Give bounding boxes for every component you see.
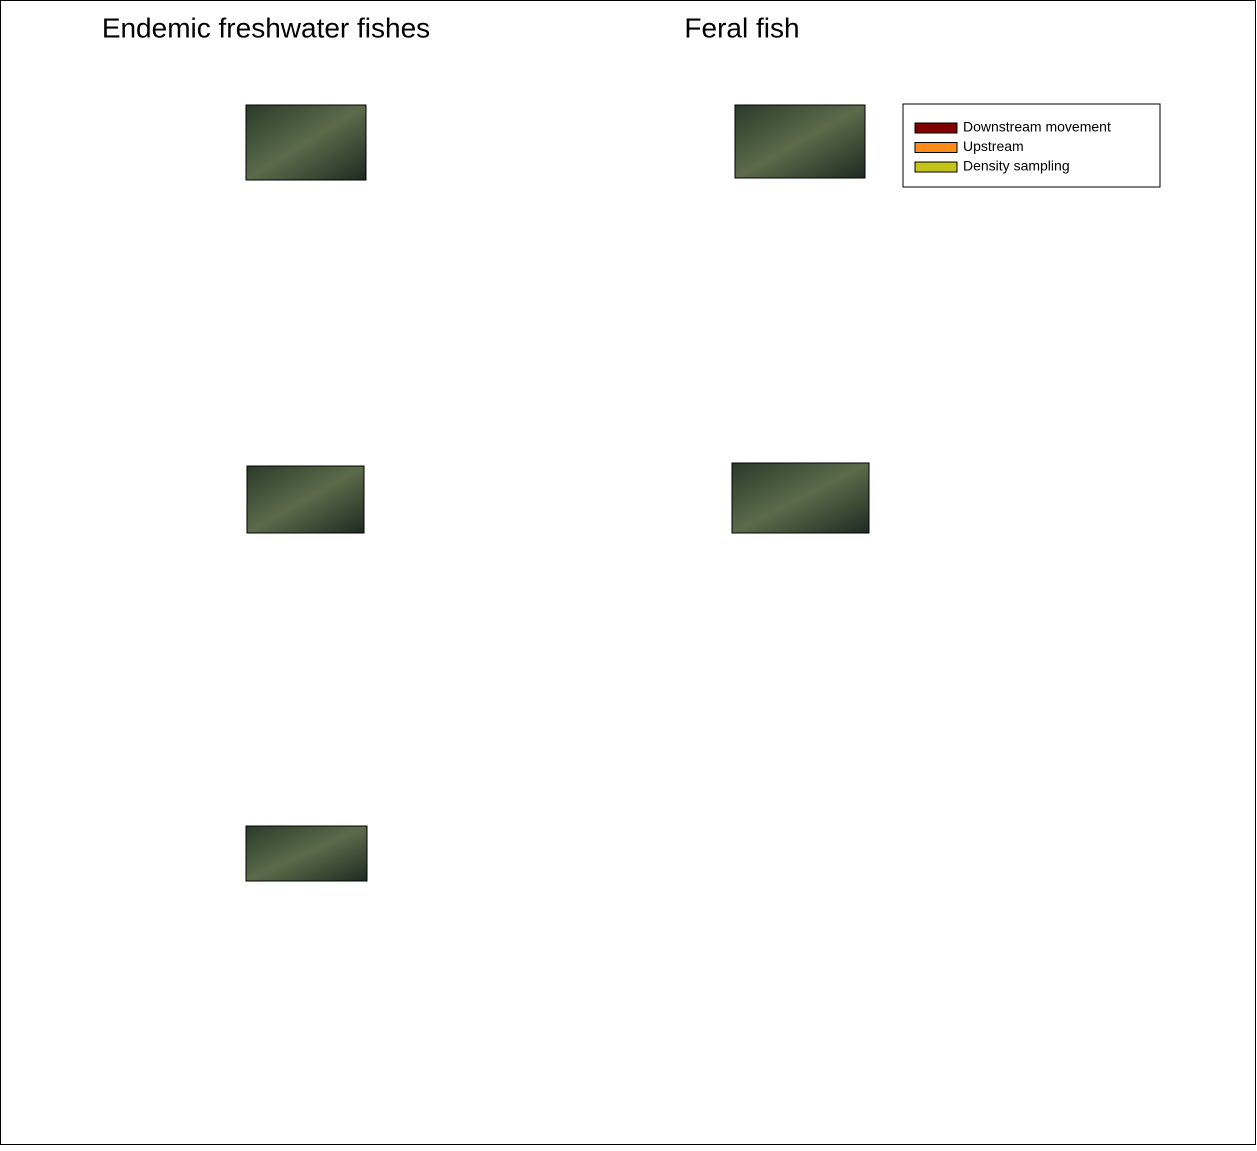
- legend-swatch: [915, 162, 957, 172]
- legend-swatch: [915, 143, 957, 153]
- legend-label: Upstream: [963, 138, 1024, 154]
- legend-label: Density sampling: [963, 158, 1070, 174]
- column-title: Endemic freshwater fishes: [102, 12, 430, 43]
- figure: Endemic freshwater fishes Feral fish Dow…: [0, 0, 1257, 1146]
- fish-photo: [246, 826, 367, 881]
- column-title: Feral fish: [684, 12, 799, 43]
- fish-photo: [247, 466, 364, 533]
- fish-photo: [732, 463, 869, 533]
- fish-photo: [735, 105, 865, 178]
- legend-label: Downstream movement: [963, 119, 1111, 135]
- legend-swatch: [915, 123, 957, 133]
- fish-photo: [246, 105, 366, 180]
